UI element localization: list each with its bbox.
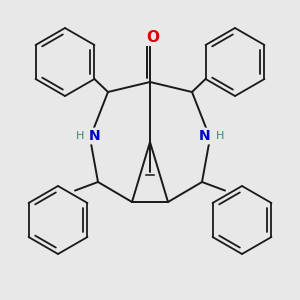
Text: H: H	[216, 131, 224, 141]
Text: N: N	[199, 129, 211, 143]
Text: N: N	[89, 129, 101, 143]
Text: O: O	[146, 29, 160, 44]
Text: H: H	[76, 131, 84, 141]
